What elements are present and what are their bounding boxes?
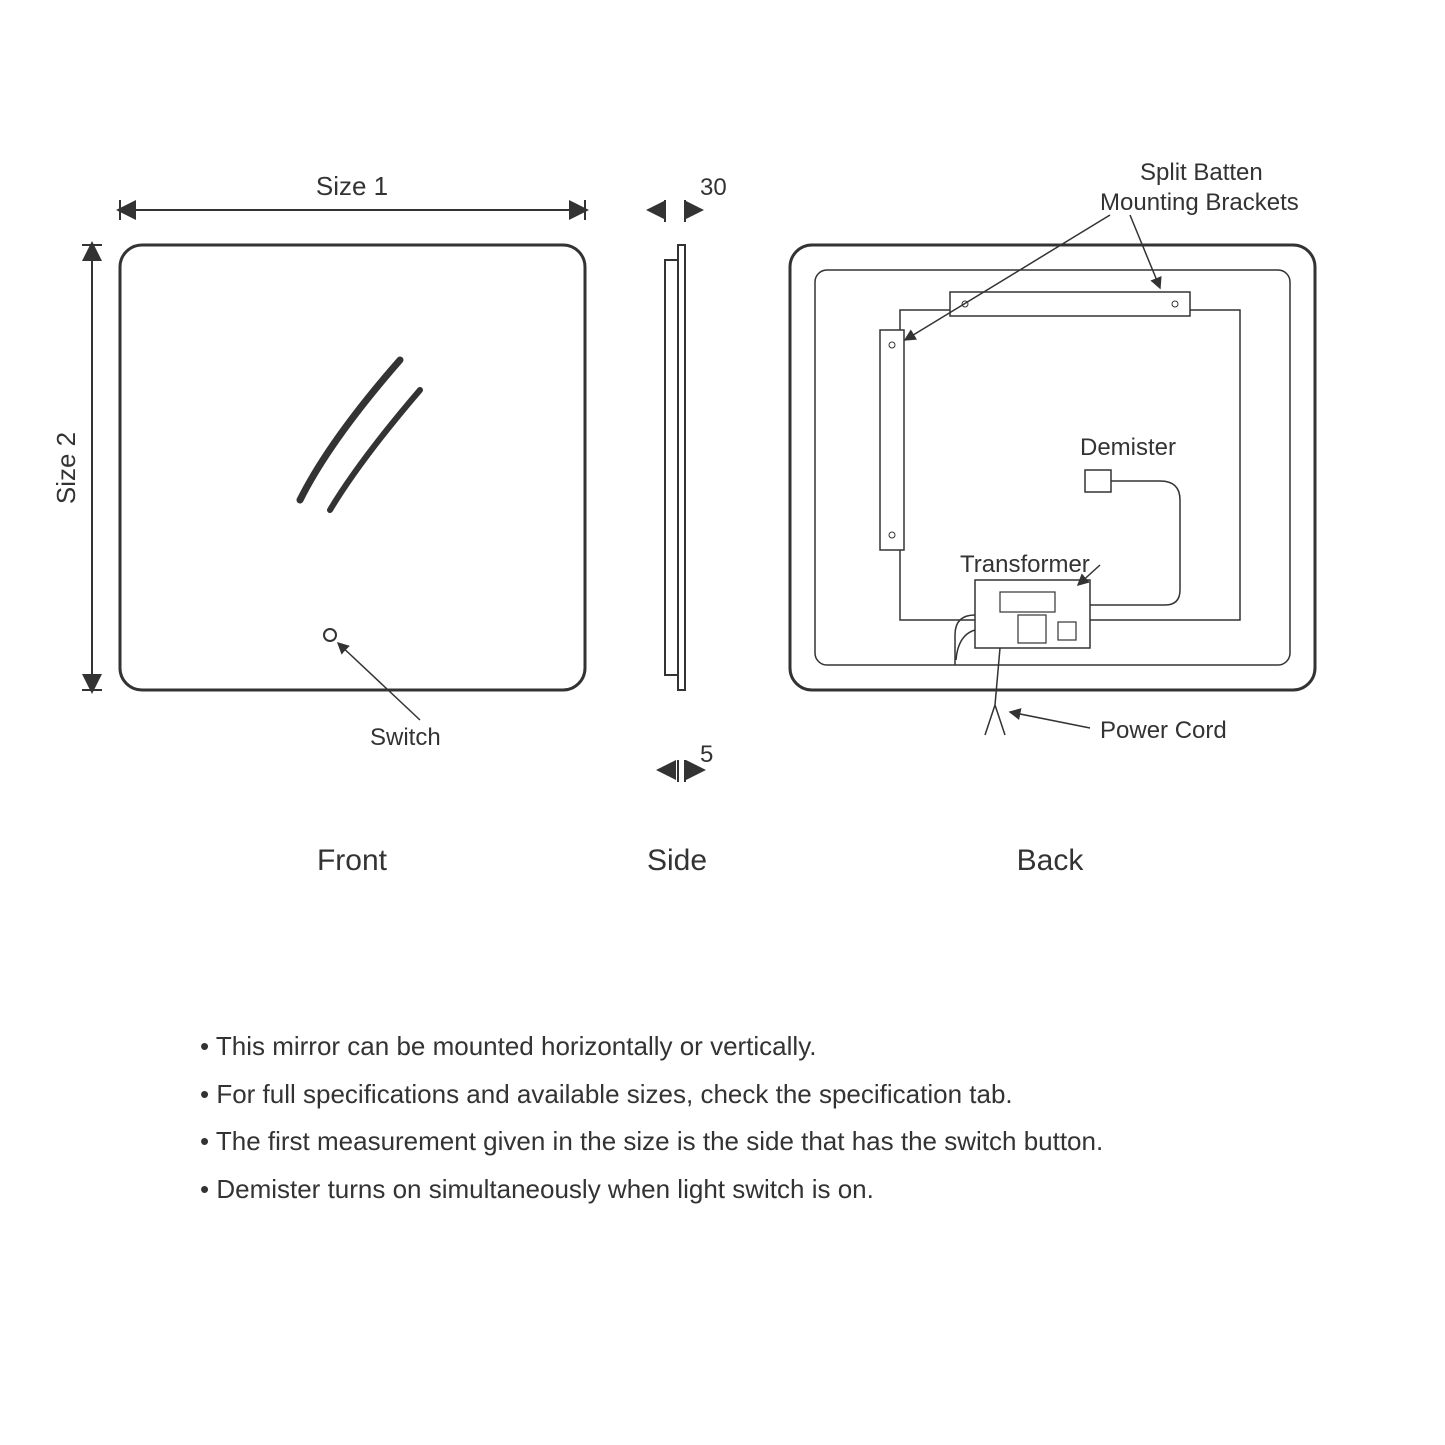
note-item: The first measurement given in the size … — [200, 1121, 1320, 1163]
mounting-bracket-top — [950, 292, 1190, 316]
transformer-label: Transformer — [960, 551, 1090, 578]
front-mirror-outline — [120, 245, 585, 690]
bracket-label-1: Split Batten — [1140, 159, 1263, 186]
front-view-label: Front — [317, 844, 388, 877]
mounting-bracket-left — [880, 330, 904, 550]
side-view: 30 5 Side — [647, 174, 727, 877]
technical-diagram: Size 1 Size 2 Switch Front 30 — [0, 0, 1445, 980]
size2-label: Size 2 — [51, 432, 81, 504]
side-view-label: Side — [647, 844, 707, 877]
demister-label: Demister — [1080, 434, 1176, 461]
depth-5-label: 5 — [700, 741, 713, 768]
power-cord-label: Power Cord — [1100, 717, 1227, 744]
side-glass — [678, 245, 685, 690]
note-item: For full specifications and available si… — [200, 1074, 1320, 1116]
note-item: Demister turns on simultaneously when li… — [200, 1169, 1320, 1211]
reflection-streak-2 — [330, 390, 420, 510]
note-item: This mirror can be mounted horizontally … — [200, 1026, 1320, 1068]
front-view: Size 1 Size 2 Switch Front — [51, 171, 585, 877]
notes-list: This mirror can be mounted horizontally … — [160, 1026, 1320, 1216]
side-housing — [665, 260, 678, 675]
transformer-box — [975, 580, 1090, 648]
switch-label: Switch — [370, 724, 441, 751]
back-view-label: Back — [1017, 844, 1085, 877]
depth-30-label: 30 — [700, 174, 727, 201]
diagram-page: Size 1 Size 2 Switch Front 30 — [0, 0, 1445, 1445]
switch-indicator — [324, 629, 336, 641]
bracket-label-2: Mounting Brackets — [1100, 189, 1299, 216]
back-view: Split Batten Mounting Brackets Demister … — [790, 159, 1315, 877]
size1-label: Size 1 — [316, 171, 388, 201]
demister-box — [1085, 470, 1111, 492]
